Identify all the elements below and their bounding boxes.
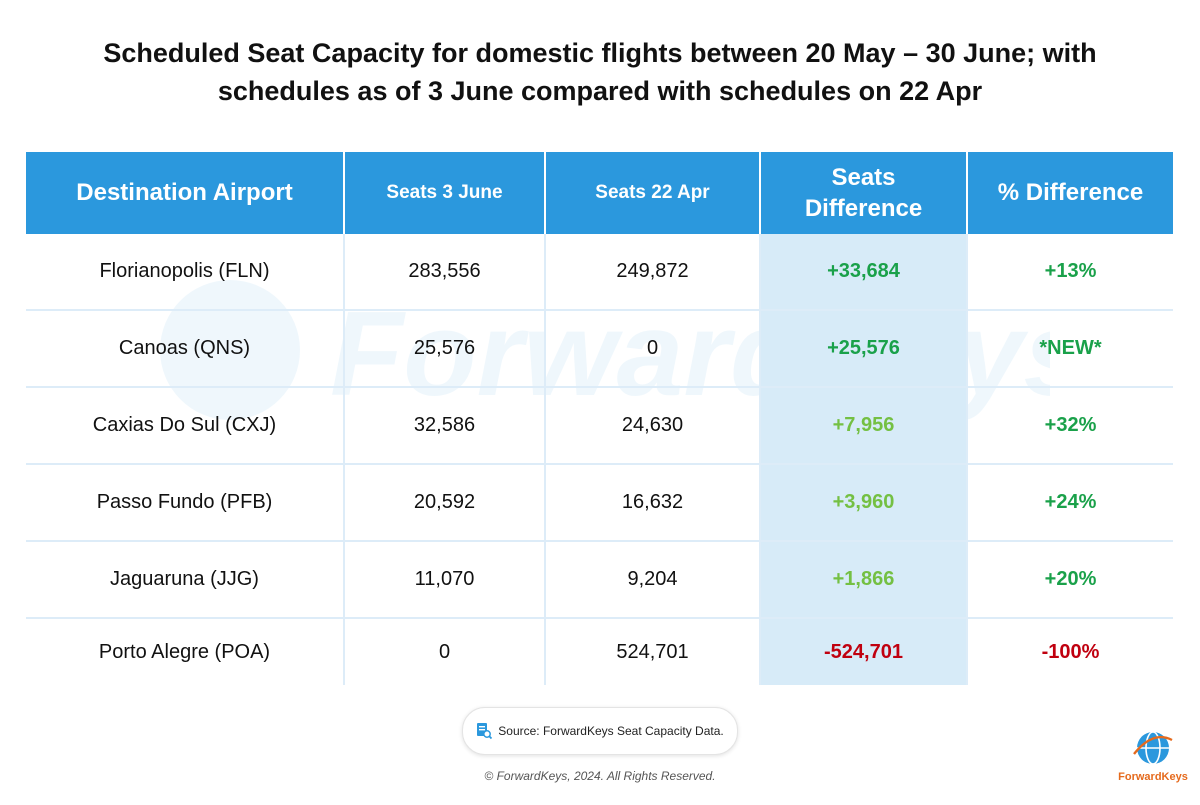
header-seats-22-apr: Seats 22 Apr <box>545 152 761 234</box>
cell-seats-3-june: 283,556 <box>344 234 546 311</box>
chart-title: Scheduled Seat Capacity for domestic fli… <box>103 38 1097 106</box>
header-seats-3-june: Seats 3 June <box>344 152 546 234</box>
header-seats-difference-label: Seats Difference <box>804 164 923 222</box>
cell-airport: Passo Fundo (PFB) <box>26 464 345 542</box>
cell-seats-3-june: 20,592 <box>344 464 546 542</box>
cell-seats-22-apr: 249,872 <box>545 234 761 311</box>
cell-pct-difference: +24% <box>967 464 1173 542</box>
table-row: Canoas (QNS) 25,576 0 +25,576 *NEW* <box>26 310 1173 388</box>
source-text: Source: ForwardKeys Seat Capacity Data. <box>498 724 724 738</box>
document-search-icon <box>477 723 493 740</box>
cell-pct-difference: +13% <box>967 234 1173 311</box>
table-row: Jaguaruna (JJG) 11,070 9,204 +1,866 +20% <box>26 541 1173 619</box>
table-header-row: Destination Airport Seats 3 June Seats 2… <box>26 152 1173 234</box>
table-row: Caxias Do Sul (CXJ) 32,586 24,630 +7,956… <box>26 387 1173 465</box>
header-pct-difference: % Difference <box>967 152 1173 234</box>
cell-airport: Florianopolis (FLN) <box>26 234 345 311</box>
cell-airport: Caxias Do Sul (CXJ) <box>26 387 345 465</box>
cell-seats-22-apr: 16,632 <box>545 464 761 542</box>
forwardkeys-logo: ForwardKeys <box>1118 728 1188 783</box>
table-row: Porto Alegre (POA) 0 524,701 -524,701 -1… <box>26 618 1173 685</box>
cell-seats-3-june: 11,070 <box>344 541 546 619</box>
cell-seats-22-apr: 524,701 <box>545 618 761 685</box>
cell-pct-difference: -100% <box>1041 640 1100 663</box>
cell-airport: Porto Alegre (POA) <box>26 618 345 685</box>
globe-icon <box>1133 731 1173 765</box>
cell-seats-difference: -524,701 <box>760 618 968 685</box>
cell-pct-difference: *NEW* <box>967 310 1173 388</box>
cell-seats-difference: +33,684 <box>760 234 968 311</box>
seat-capacity-table: Destination Airport Seats 3 June Seats 2… <box>26 152 1173 685</box>
table-row: Florianopolis (FLN) 283,556 249,872 +33,… <box>26 234 1173 311</box>
header-destination-airport: Destination Airport <box>26 152 345 234</box>
header-seats-difference: Seats Difference <box>760 152 968 234</box>
cell-seats-difference: +7,956 <box>760 387 968 465</box>
cell-seats-22-apr: 0 <box>545 310 761 388</box>
cell-seats-difference: +3,960 <box>760 464 968 542</box>
source-note: Source: ForwardKeys Seat Capacity Data. <box>462 707 738 755</box>
cell-seats-difference: +25,576 <box>760 310 968 388</box>
copyright-text: © ForwardKeys, 2024. All Rights Reserved… <box>484 769 716 783</box>
cell-seats-22-apr: 24,630 <box>545 387 761 465</box>
cell-seats-3-june: 25,576 <box>344 310 546 388</box>
cell-seats-difference: +1,866 <box>760 541 968 619</box>
cell-airport: Jaguaruna (JJG) <box>26 541 345 619</box>
logo-text: ForwardKeys <box>1118 771 1188 783</box>
cell-seats-3-june: 0 <box>344 618 546 685</box>
cell-pct-difference: +20% <box>967 541 1173 619</box>
cell-pct-difference: +32% <box>967 387 1173 465</box>
cell-airport: Canoas (QNS) <box>26 310 345 388</box>
cell-seats-3-june: 32,586 <box>344 387 546 465</box>
cell-seats-22-apr: 9,204 <box>545 541 761 619</box>
table-row: Passo Fundo (PFB) 20,592 16,632 +3,960 +… <box>26 464 1173 542</box>
